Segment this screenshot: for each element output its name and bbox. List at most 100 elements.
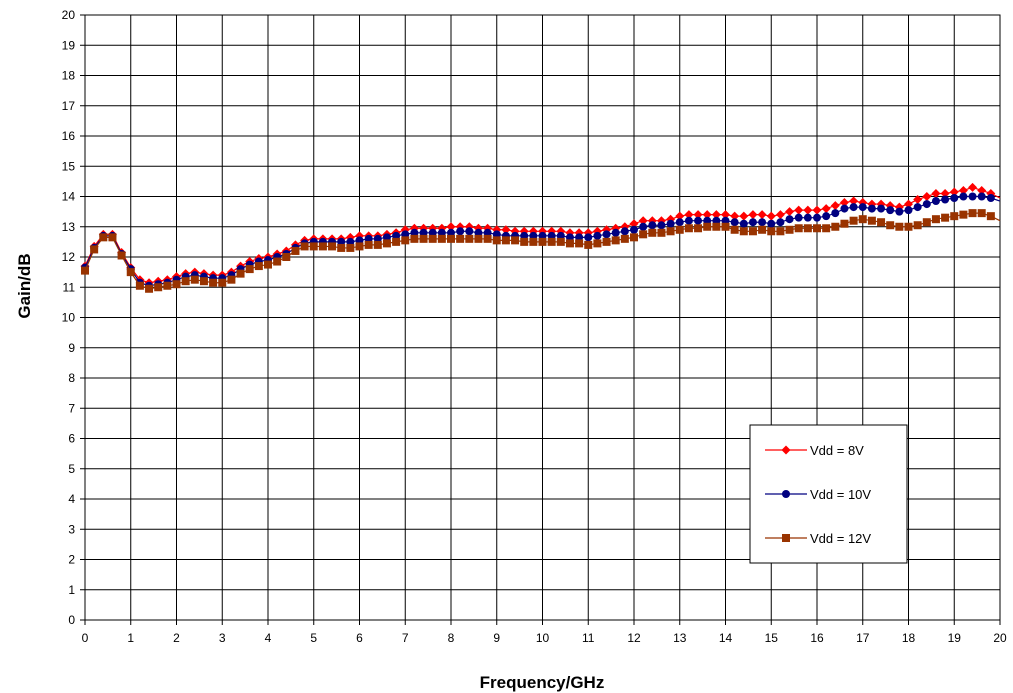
data-point — [931, 215, 940, 224]
data-point — [437, 234, 446, 243]
data-point — [775, 210, 785, 220]
data-point — [254, 262, 263, 271]
data-point — [877, 218, 886, 227]
data-point — [181, 277, 190, 286]
data-point — [822, 224, 831, 233]
legend-item: Vdd = 12V — [765, 531, 871, 546]
data-point — [977, 209, 986, 218]
data-point — [392, 237, 401, 246]
y-tick-label: 14 — [62, 190, 76, 204]
data-point — [958, 185, 968, 195]
grid — [84, 14, 1001, 621]
data-point — [447, 228, 455, 237]
data-point — [813, 213, 821, 222]
data-point — [529, 237, 538, 246]
data-point — [309, 242, 318, 251]
data-point — [886, 206, 895, 215]
data-point — [492, 236, 501, 245]
x-tick-label: 14 — [719, 631, 733, 645]
data-point — [474, 228, 483, 237]
data-point — [766, 211, 776, 221]
data-point — [803, 205, 813, 215]
y-tick-label: 0 — [68, 613, 75, 627]
data-point — [812, 205, 822, 215]
data-point — [657, 221, 666, 230]
data-point — [209, 278, 218, 287]
data-point — [245, 265, 254, 274]
y-tick-label: 10 — [62, 311, 76, 325]
data-point — [849, 216, 858, 225]
data-point — [300, 242, 309, 251]
legend-marker — [782, 490, 790, 498]
data-point — [630, 225, 638, 234]
data-point — [703, 216, 712, 225]
data-point — [849, 196, 859, 206]
x-tick-label: 10 — [536, 631, 550, 645]
data-point — [355, 242, 364, 251]
data-point — [830, 201, 840, 211]
data-point — [822, 212, 831, 221]
data-point — [565, 233, 574, 242]
data-point — [693, 210, 703, 220]
x-tick-label: 13 — [673, 631, 687, 645]
data-point — [446, 222, 456, 232]
data-point — [538, 231, 547, 240]
data-point — [547, 237, 556, 246]
data-point — [199, 277, 208, 286]
data-point — [264, 260, 272, 269]
data-point — [922, 192, 932, 201]
data-point — [382, 239, 391, 248]
legend-label: Vdd = 12V — [810, 531, 871, 546]
x-tick-label: 1 — [127, 631, 134, 645]
data-point — [831, 222, 840, 231]
data-point — [694, 224, 703, 233]
data-point — [447, 234, 455, 243]
data-point — [968, 182, 978, 192]
y-tick-label: 13 — [62, 220, 76, 234]
data-point — [593, 239, 602, 248]
data-point — [950, 194, 959, 203]
data-point — [373, 234, 382, 243]
data-point — [941, 195, 950, 204]
y-tick-label: 6 — [68, 432, 75, 446]
data-point — [483, 228, 492, 237]
data-point — [712, 216, 721, 225]
data-point — [758, 225, 767, 234]
data-point — [419, 234, 428, 243]
data-point — [556, 237, 565, 246]
legend-item: Vdd = 8V — [765, 443, 864, 458]
data-point — [529, 231, 538, 240]
data-point — [748, 218, 757, 227]
legend-item: Vdd = 10V — [765, 487, 871, 502]
y-tick-label: 12 — [62, 250, 76, 264]
y-tick-label: 4 — [68, 492, 75, 506]
data-point — [520, 237, 529, 246]
data-point — [831, 209, 840, 218]
data-point — [785, 215, 794, 224]
data-point — [364, 240, 373, 249]
data-point — [492, 230, 501, 239]
data-point — [858, 215, 867, 224]
x-tick-label: 8 — [448, 631, 455, 645]
data-point — [145, 284, 154, 293]
data-point — [757, 210, 767, 220]
data-point — [538, 237, 547, 246]
data-point — [218, 278, 227, 287]
data-point — [190, 275, 199, 284]
x-tick-label: 17 — [856, 631, 870, 645]
data-point — [456, 227, 465, 236]
data-point — [813, 224, 821, 233]
data-point — [410, 234, 419, 243]
data-point — [730, 211, 740, 221]
data-point — [638, 216, 648, 226]
data-point — [968, 192, 977, 201]
data-point — [355, 236, 364, 245]
y-tick-label: 9 — [68, 341, 75, 355]
data-point — [950, 212, 959, 221]
data-point — [364, 234, 373, 243]
data-point — [794, 213, 803, 222]
data-point — [711, 210, 721, 220]
data-point — [803, 213, 812, 222]
data-point — [748, 227, 757, 236]
x-tick-label: 0 — [82, 631, 89, 645]
